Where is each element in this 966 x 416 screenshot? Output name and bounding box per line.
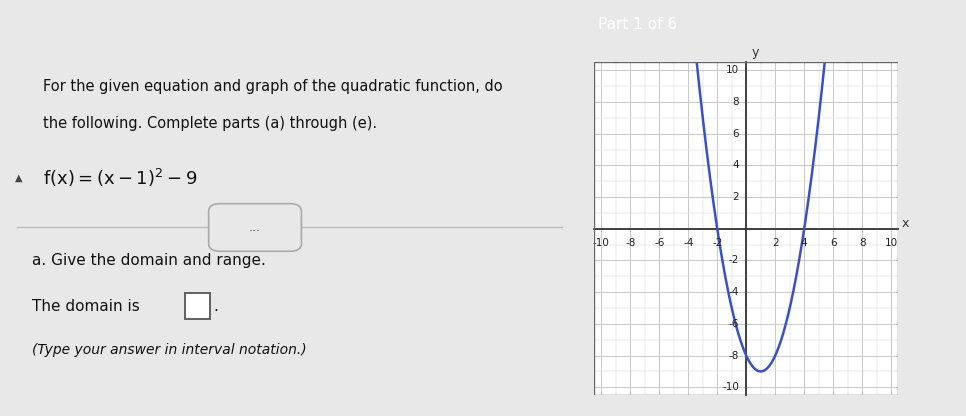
Text: -8: -8: [625, 238, 636, 248]
Text: -8: -8: [728, 351, 739, 361]
Text: -6: -6: [728, 319, 739, 329]
Text: 8: 8: [859, 238, 866, 248]
Text: y: y: [752, 46, 758, 59]
Text: (Type your answer in interval notation.): (Type your answer in interval notation.): [32, 343, 306, 357]
Text: -2: -2: [712, 238, 723, 248]
Text: -4: -4: [728, 287, 739, 297]
Text: For the given equation and graph of the quadratic function, do: For the given equation and graph of the …: [43, 79, 503, 94]
Text: 2: 2: [732, 192, 739, 202]
Text: ...: ...: [249, 221, 261, 234]
Text: 4: 4: [732, 161, 739, 171]
Text: .: .: [213, 299, 218, 314]
Text: a. Give the domain and range.: a. Give the domain and range.: [32, 253, 266, 268]
Text: x: x: [901, 217, 909, 230]
Text: 10: 10: [725, 65, 739, 75]
Text: 8: 8: [732, 97, 739, 107]
Text: -10: -10: [593, 238, 610, 248]
Text: -10: -10: [723, 382, 739, 392]
Text: The domain is: The domain is: [32, 299, 140, 314]
Text: $\mathsf{f(x)=(x-1)^{2}-9}$: $\mathsf{f(x)=(x-1)^{2}-9}$: [43, 167, 198, 189]
Text: -6: -6: [654, 238, 665, 248]
Text: Part 1 of 6: Part 1 of 6: [598, 17, 677, 32]
Text: ▲: ▲: [14, 173, 22, 183]
Text: 10: 10: [885, 238, 897, 248]
Text: the following. Complete parts (a) through (e).: the following. Complete parts (a) throug…: [43, 116, 378, 131]
Text: -2: -2: [728, 255, 739, 265]
Text: 6: 6: [732, 129, 739, 139]
FancyBboxPatch shape: [185, 293, 210, 319]
Text: 2: 2: [772, 238, 779, 248]
Text: 6: 6: [830, 238, 837, 248]
Text: -4: -4: [683, 238, 694, 248]
FancyBboxPatch shape: [209, 204, 301, 251]
Text: 4: 4: [801, 238, 808, 248]
